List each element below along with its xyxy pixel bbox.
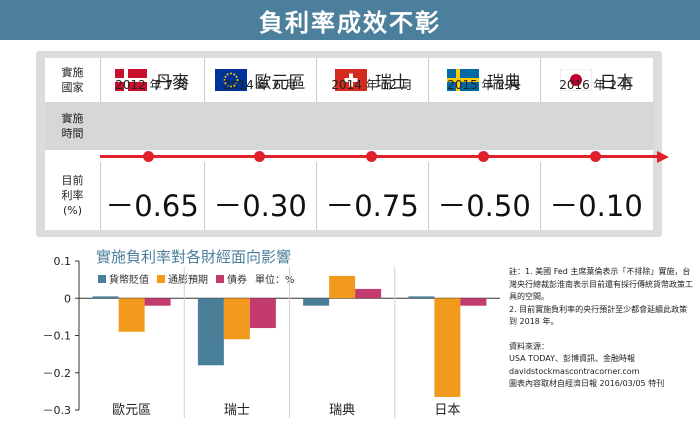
country-name: 歐元區	[254, 72, 306, 93]
page-title: 負利率成效不彰	[259, 8, 441, 37]
legend-swatch	[216, 274, 224, 283]
country-name: 日本	[599, 72, 634, 93]
timeline-dot	[142, 151, 154, 162]
row-label-country: 實施國家	[45, 58, 100, 102]
source-title: 資料來源：	[509, 341, 549, 351]
bar	[329, 275, 356, 299]
rate-value: －0.30	[213, 189, 307, 223]
row-label-rate-text: 目前利率(%)	[61, 173, 84, 217]
bar	[92, 296, 119, 299]
country-name: 瑞士	[375, 72, 409, 93]
rate-value: －0.50	[437, 189, 531, 223]
date-label: 2015 年 2 月	[447, 78, 521, 92]
row-label-rate: 目前利率(%)	[45, 162, 100, 228]
date-label: 2014 年 12 月	[331, 78, 413, 92]
sweden-flag-icon	[447, 69, 479, 91]
unit-label: 單位：%	[255, 275, 295, 286]
divider	[428, 58, 429, 102]
bar	[249, 298, 276, 329]
date-label: 2012 年 7 月	[115, 78, 189, 92]
chart-legend: 貨幣貶值 通膨預期 債券 單位：%	[98, 271, 295, 286]
date-label: 2014 年 6 月	[223, 78, 297, 92]
spacer	[509, 329, 695, 341]
rate-value: －0.75	[325, 189, 419, 223]
category-label: 歐元區	[112, 403, 151, 418]
divider	[100, 162, 101, 230]
bar	[223, 298, 250, 340]
legend-label: 通膨預期	[168, 275, 208, 286]
note-1: 註：1. 美國 Fed 主席葉倫表示「不排除」實施，台灣央行總裁彭淮南表示目前還…	[509, 267, 693, 301]
legend-swatch	[98, 274, 106, 283]
country-switzerland: 瑞士	[316, 58, 428, 102]
country-japan: 日本	[540, 58, 653, 102]
legend-swatch	[157, 274, 165, 283]
timeline-arrow	[100, 155, 660, 158]
bar	[144, 298, 171, 306]
row-label-time: 實施時間	[45, 102, 100, 150]
note-2: 2. 目前實施負利率的央行預計至少都會延續此政策到 2018 年。	[509, 304, 688, 327]
chart-title: 實施負利率對各財經面向影響	[96, 248, 292, 266]
y-tick-label: －0.3	[43, 404, 72, 417]
divider	[100, 58, 101, 102]
legend-item: 貨幣貶值	[98, 271, 149, 286]
legend-item: 通膨預期	[157, 271, 208, 286]
bar-chart: 0.1 0 －0.1 －0.2 －0.3 歐元區 瑞士 瑞典 日本	[43, 255, 500, 418]
country-sweden: 瑞典	[428, 58, 540, 102]
legend-label: 貨幣貶值	[109, 275, 149, 286]
rate-table: 實施國家 實施時間 目前利率(%)	[45, 58, 669, 230]
divider	[316, 58, 317, 102]
bar	[118, 298, 145, 332]
rate-value: －0.65	[105, 189, 199, 223]
title-banner: 負利率成效不彰	[0, 0, 700, 40]
bar	[408, 296, 435, 299]
row-label-time-text: 實施時間	[61, 112, 84, 140]
divider	[204, 58, 205, 102]
eu-flag-icon	[214, 69, 247, 91]
notes-panel: 註：1. 美國 Fed 主席葉倫表示「不排除」實施，台灣央行總裁彭淮南表示目前還…	[509, 266, 695, 391]
divider	[540, 58, 541, 102]
divider	[316, 162, 317, 230]
timeline-dot	[253, 151, 265, 162]
bar	[460, 298, 487, 306]
rate-table-panel: 實施國家 實施時間 目前利率(%)	[36, 51, 669, 237]
divider	[540, 162, 541, 230]
bar	[197, 298, 224, 366]
timeline-arrowhead	[657, 150, 669, 163]
country-denmark: 丹麥	[100, 58, 204, 102]
timeline-dot	[365, 151, 377, 162]
timeline-dot	[589, 151, 601, 162]
bar	[303, 298, 330, 306]
rate-value: －0.10	[549, 189, 643, 223]
denmark-flag-icon	[115, 69, 147, 91]
source-3: 圖表內容取材自經濟日報 2016/03/05 特刊	[509, 379, 665, 388]
country-eurozone: 歐元區	[204, 58, 316, 102]
y-tick-label: 0.1	[54, 255, 72, 268]
y-tick-label: －0.1	[43, 330, 72, 343]
legend-label: 債券	[227, 275, 247, 286]
y-tick-label: －0.2	[43, 367, 72, 380]
timeline-dot	[477, 151, 489, 162]
country-name: 瑞典	[487, 72, 521, 93]
category-label: 瑞典	[329, 403, 355, 418]
legend-item: 債券	[216, 271, 247, 286]
y-tick-label: 0	[64, 292, 71, 305]
divider	[428, 162, 429, 230]
bar	[355, 288, 382, 299]
date-label: 2016 年 2 月	[559, 78, 633, 92]
divider	[204, 162, 205, 230]
category-label: 瑞士	[224, 403, 250, 418]
country-name: 丹麥	[155, 72, 189, 93]
japan-flag-icon	[559, 69, 592, 91]
category-label: 日本	[434, 403, 460, 418]
time-band	[100, 102, 653, 150]
row-label-country-text: 實施國家	[61, 66, 84, 94]
source-1: USA TODAY、彭博資訊、金融時報	[509, 354, 636, 363]
switzerland-flag-icon	[335, 69, 367, 91]
bar	[434, 298, 461, 397]
source-2: davidstockmascontracorner.com	[509, 366, 640, 376]
